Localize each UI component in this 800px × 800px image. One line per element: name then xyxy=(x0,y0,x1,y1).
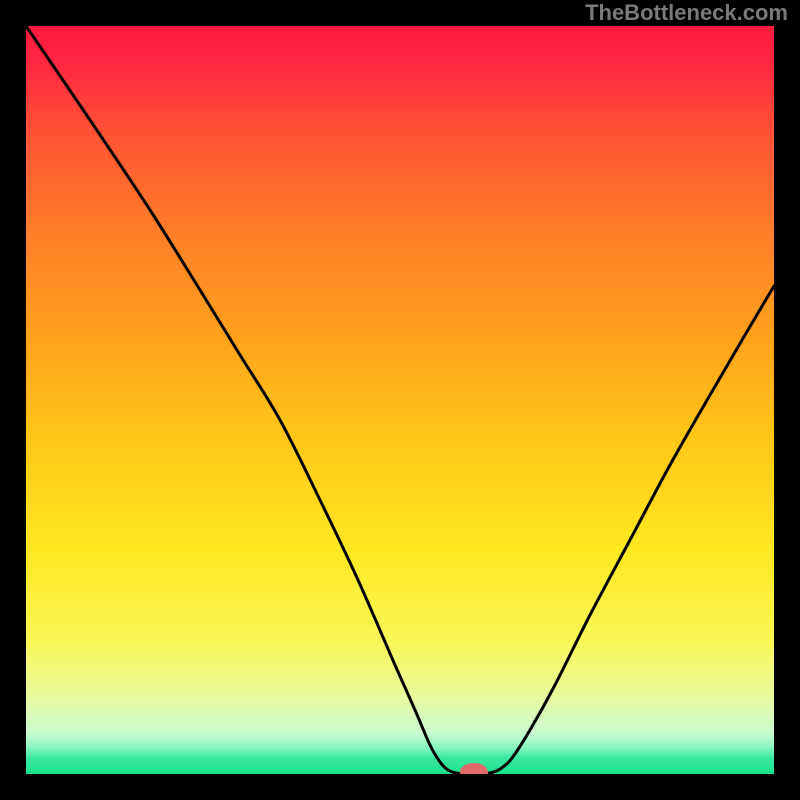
gradient-background xyxy=(26,26,774,774)
bottleneck-chart: TheBottleneck.com xyxy=(0,0,800,800)
plot-area xyxy=(26,26,774,781)
chart-stage: TheBottleneck.com xyxy=(0,0,800,800)
watermark-text: TheBottleneck.com xyxy=(585,0,788,25)
